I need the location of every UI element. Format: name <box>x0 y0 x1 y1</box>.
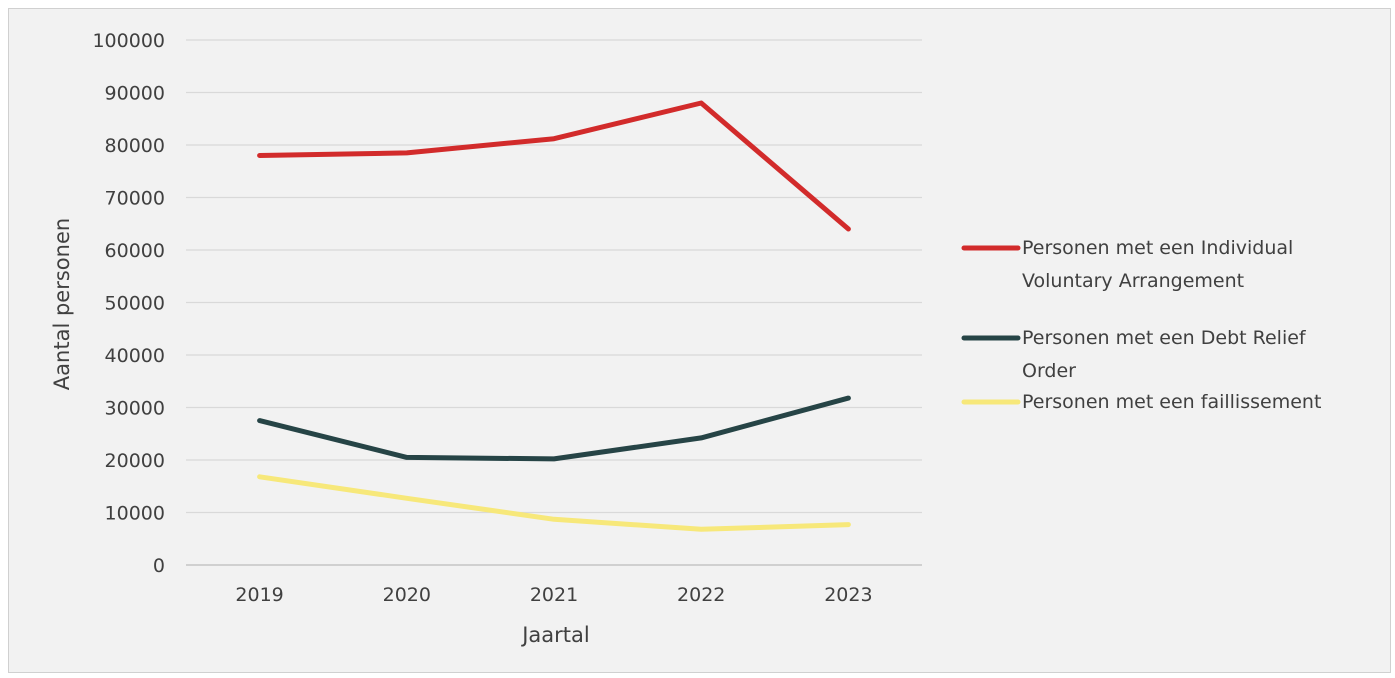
x-tick-label: 2021 <box>530 584 578 606</box>
x-axis-ticks: 2019 2020 2021 2022 2023 <box>235 584 872 606</box>
y-tick-label: 100000 <box>92 30 165 52</box>
y-tick-label: 70000 <box>105 188 165 210</box>
y-tick-label: 90000 <box>105 83 165 105</box>
gridlines <box>186 40 922 565</box>
y-tick-label: 30000 <box>105 398 165 420</box>
legend-entry: Personen met een Individual Voluntary Arr… <box>964 237 1293 292</box>
y-tick-label: 60000 <box>105 240 165 262</box>
line-chart: 0 10000 20000 30000 40000 50000 60000 70000 8000… <box>9 9 1392 674</box>
legend-label: Voluntary Arrangement <box>1022 270 1244 292</box>
legend-entry: Personen met een Debt Relief Order <box>964 327 1307 382</box>
x-tick-label: 2019 <box>235 584 283 606</box>
y-tick-label: 10000 <box>105 503 165 525</box>
legend-label: Personen met een Debt Relief <box>1022 327 1307 349</box>
legend-label: Personen met een faillissement <box>1022 391 1321 413</box>
legend-entry: Personen met een faillissement <box>964 391 1321 413</box>
x-tick-label: 2020 <box>383 584 431 606</box>
y-tick-label: 50000 <box>105 293 165 315</box>
legend-label: Personen met een Individual <box>1022 237 1293 259</box>
y-tick-label: 80000 <box>105 135 165 157</box>
series-line-3 <box>260 477 849 530</box>
y-axis-ticks: 0 10000 20000 30000 40000 50000 60000 70000 8000… <box>92 30 165 577</box>
legend: Personen met een Individual Voluntary Arr… <box>964 237 1321 413</box>
y-tick-label: 40000 <box>105 345 165 367</box>
x-tick-label: 2022 <box>677 584 725 606</box>
y-tick-label: 0 <box>153 555 165 577</box>
x-axis-title: Jaartal <box>520 623 590 647</box>
legend-label: Order <box>1022 360 1076 382</box>
series-line-1 <box>260 103 849 229</box>
x-tick-label: 2023 <box>824 584 872 606</box>
chart-frame: 0 10000 20000 30000 40000 50000 60000 70000 8000… <box>8 8 1391 673</box>
y-tick-label: 20000 <box>105 450 165 472</box>
series-lines <box>260 103 849 530</box>
y-axis-title: Aantal personen <box>50 218 74 390</box>
